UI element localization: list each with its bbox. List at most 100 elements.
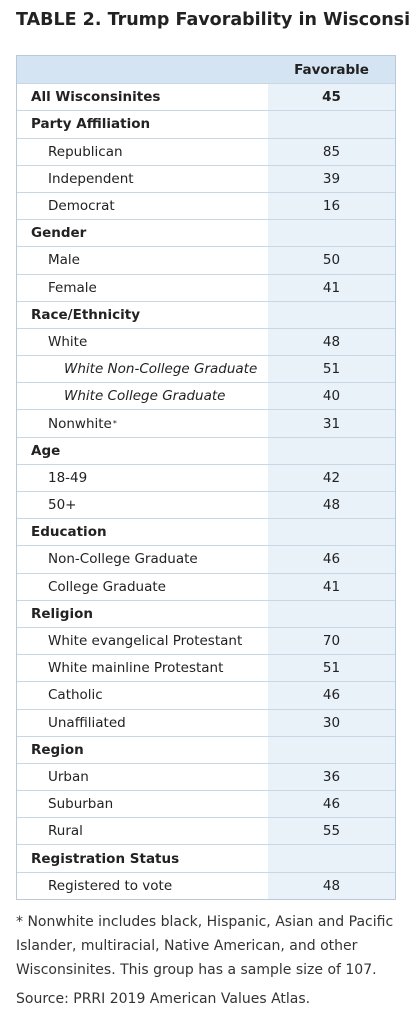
table-row: Male 50 — [17, 246, 395, 274]
row-label: Urban — [17, 764, 268, 790]
label-text: Religion — [31, 605, 93, 622]
label-text: 50+ — [48, 497, 77, 514]
table-row: White mainline Protestant 51 — [17, 654, 395, 682]
row-label: Non-College Graduate — [17, 546, 268, 572]
label-text: Urban — [48, 768, 89, 785]
table-row: Registered to vote 48 — [17, 871, 395, 899]
row-value: 51 — [268, 655, 395, 682]
label-text: White mainline Protestant — [48, 660, 224, 677]
row-value: 48 — [268, 328, 395, 356]
row-value — [268, 220, 395, 247]
table-row: Suburban 46 — [17, 790, 395, 818]
row-label: Rural — [17, 818, 268, 844]
row-label: Male — [17, 247, 268, 273]
row-label: Party Affiliation — [17, 111, 268, 137]
row-label: All Wisconsinites — [17, 84, 268, 110]
table-row: Urban 36 — [17, 762, 395, 791]
row-label: Religion — [17, 601, 268, 627]
row-label — [17, 56, 268, 83]
row-label: White mainline Protestant — [17, 655, 268, 681]
row-label: Region — [17, 737, 268, 763]
row-value: 55 — [268, 818, 395, 845]
label-text: Catholic — [48, 687, 103, 704]
table: Favorable All Wisconsinites 45 Party Affili… — [16, 55, 396, 900]
row-label: Race/Ethnicity — [17, 302, 268, 328]
label-text: College Graduate — [48, 578, 166, 595]
row-value: 46 — [268, 791, 395, 818]
row-value: 41 — [268, 573, 395, 600]
table-row: White College Graduate 40 — [17, 382, 395, 410]
row-value: 41 — [268, 274, 395, 301]
row-label: Republican — [17, 139, 268, 165]
row-value: 16 — [268, 192, 395, 220]
table-row: Party Affiliation — [17, 110, 395, 138]
table-row: Female 41 — [17, 273, 395, 301]
row-label: White evangelical Protestant — [17, 628, 268, 654]
row-label: 50+ — [17, 492, 268, 518]
row-value: Favorable — [268, 56, 395, 84]
table-row: Republican 85 — [17, 137, 395, 165]
row-label: 18-49 — [17, 465, 268, 491]
row-label: Nonwhite * — [17, 410, 268, 436]
row-label: Catholic — [17, 682, 268, 708]
table-row: White 48 — [17, 327, 395, 356]
table-row: Race/Ethnicity — [17, 300, 395, 328]
row-label: Education — [17, 519, 268, 545]
row-value: 46 — [268, 546, 395, 573]
table-row: Religion — [17, 599, 395, 627]
table-row: Region — [17, 735, 395, 763]
label-text: Male — [48, 252, 80, 269]
row-value: 85 — [268, 138, 395, 165]
row-label: Independent — [17, 166, 268, 192]
label-text: All Wisconsinites — [31, 89, 161, 106]
label-text: Unaffiliated — [48, 714, 126, 731]
row-value — [268, 437, 395, 464]
table-row: White evangelical Protestant 70 — [17, 626, 395, 655]
row-value — [268, 111, 395, 138]
label-text: Registration Status — [31, 850, 180, 867]
label-text: White Non-College Graduate — [64, 361, 258, 378]
row-label: Suburban — [17, 791, 268, 817]
footnote-marker: * — [112, 419, 117, 429]
row-label: White College Graduate — [17, 383, 268, 409]
row-value: 48 — [268, 492, 395, 519]
table-row: 50+ 48 — [17, 491, 395, 519]
label-text: Suburban — [48, 796, 114, 813]
row-label: Gender — [17, 220, 268, 246]
table-title: TABLE 2. Trump Favorability in Wisconsin — [16, 10, 411, 30]
table-row: Unaffiliated 30 — [17, 708, 395, 736]
row-value — [268, 519, 395, 546]
label-text: Education — [31, 524, 107, 541]
source: Source: PRRI 2019 American Values Atlas. — [16, 991, 311, 1007]
label-text: Republican — [48, 143, 123, 160]
row-label: Unaffiliated — [17, 710, 268, 736]
label-text: Party Affiliation — [31, 116, 151, 133]
row-label: White Non-College Graduate — [17, 356, 268, 382]
row-value: 48 — [268, 872, 395, 899]
table-row: Registration Status — [17, 844, 395, 872]
label-text: Gender — [31, 225, 87, 242]
row-label: Democrat — [17, 193, 268, 219]
label-text: Race/Ethnicity — [31, 306, 141, 323]
row-value: 39 — [268, 165, 395, 192]
table-row: White Non-College Graduate 51 — [17, 355, 395, 383]
label-text: Female — [48, 279, 97, 296]
row-label: Female — [17, 275, 268, 301]
row-value: 31 — [268, 410, 395, 437]
table-row: All Wisconsinites 45 — [17, 83, 395, 111]
table-row: Age — [17, 436, 395, 464]
table-row: Independent 39 — [17, 164, 395, 192]
label-text: Independent — [48, 170, 134, 187]
row-value: 51 — [268, 356, 395, 383]
table-row: Catholic 46 — [17, 681, 395, 709]
row-label: White — [17, 329, 268, 355]
row-value: 45 — [268, 84, 395, 111]
row-value — [268, 845, 395, 872]
footnote: * Nonwhite includes black, Hispanic, Asi… — [16, 914, 394, 978]
label-text: White College Graduate — [64, 388, 226, 405]
row-label: Registered to vote — [17, 873, 268, 899]
table-row: Gender — [17, 219, 395, 247]
label-text: 18-49 — [48, 469, 88, 486]
row-value: 30 — [268, 709, 395, 736]
